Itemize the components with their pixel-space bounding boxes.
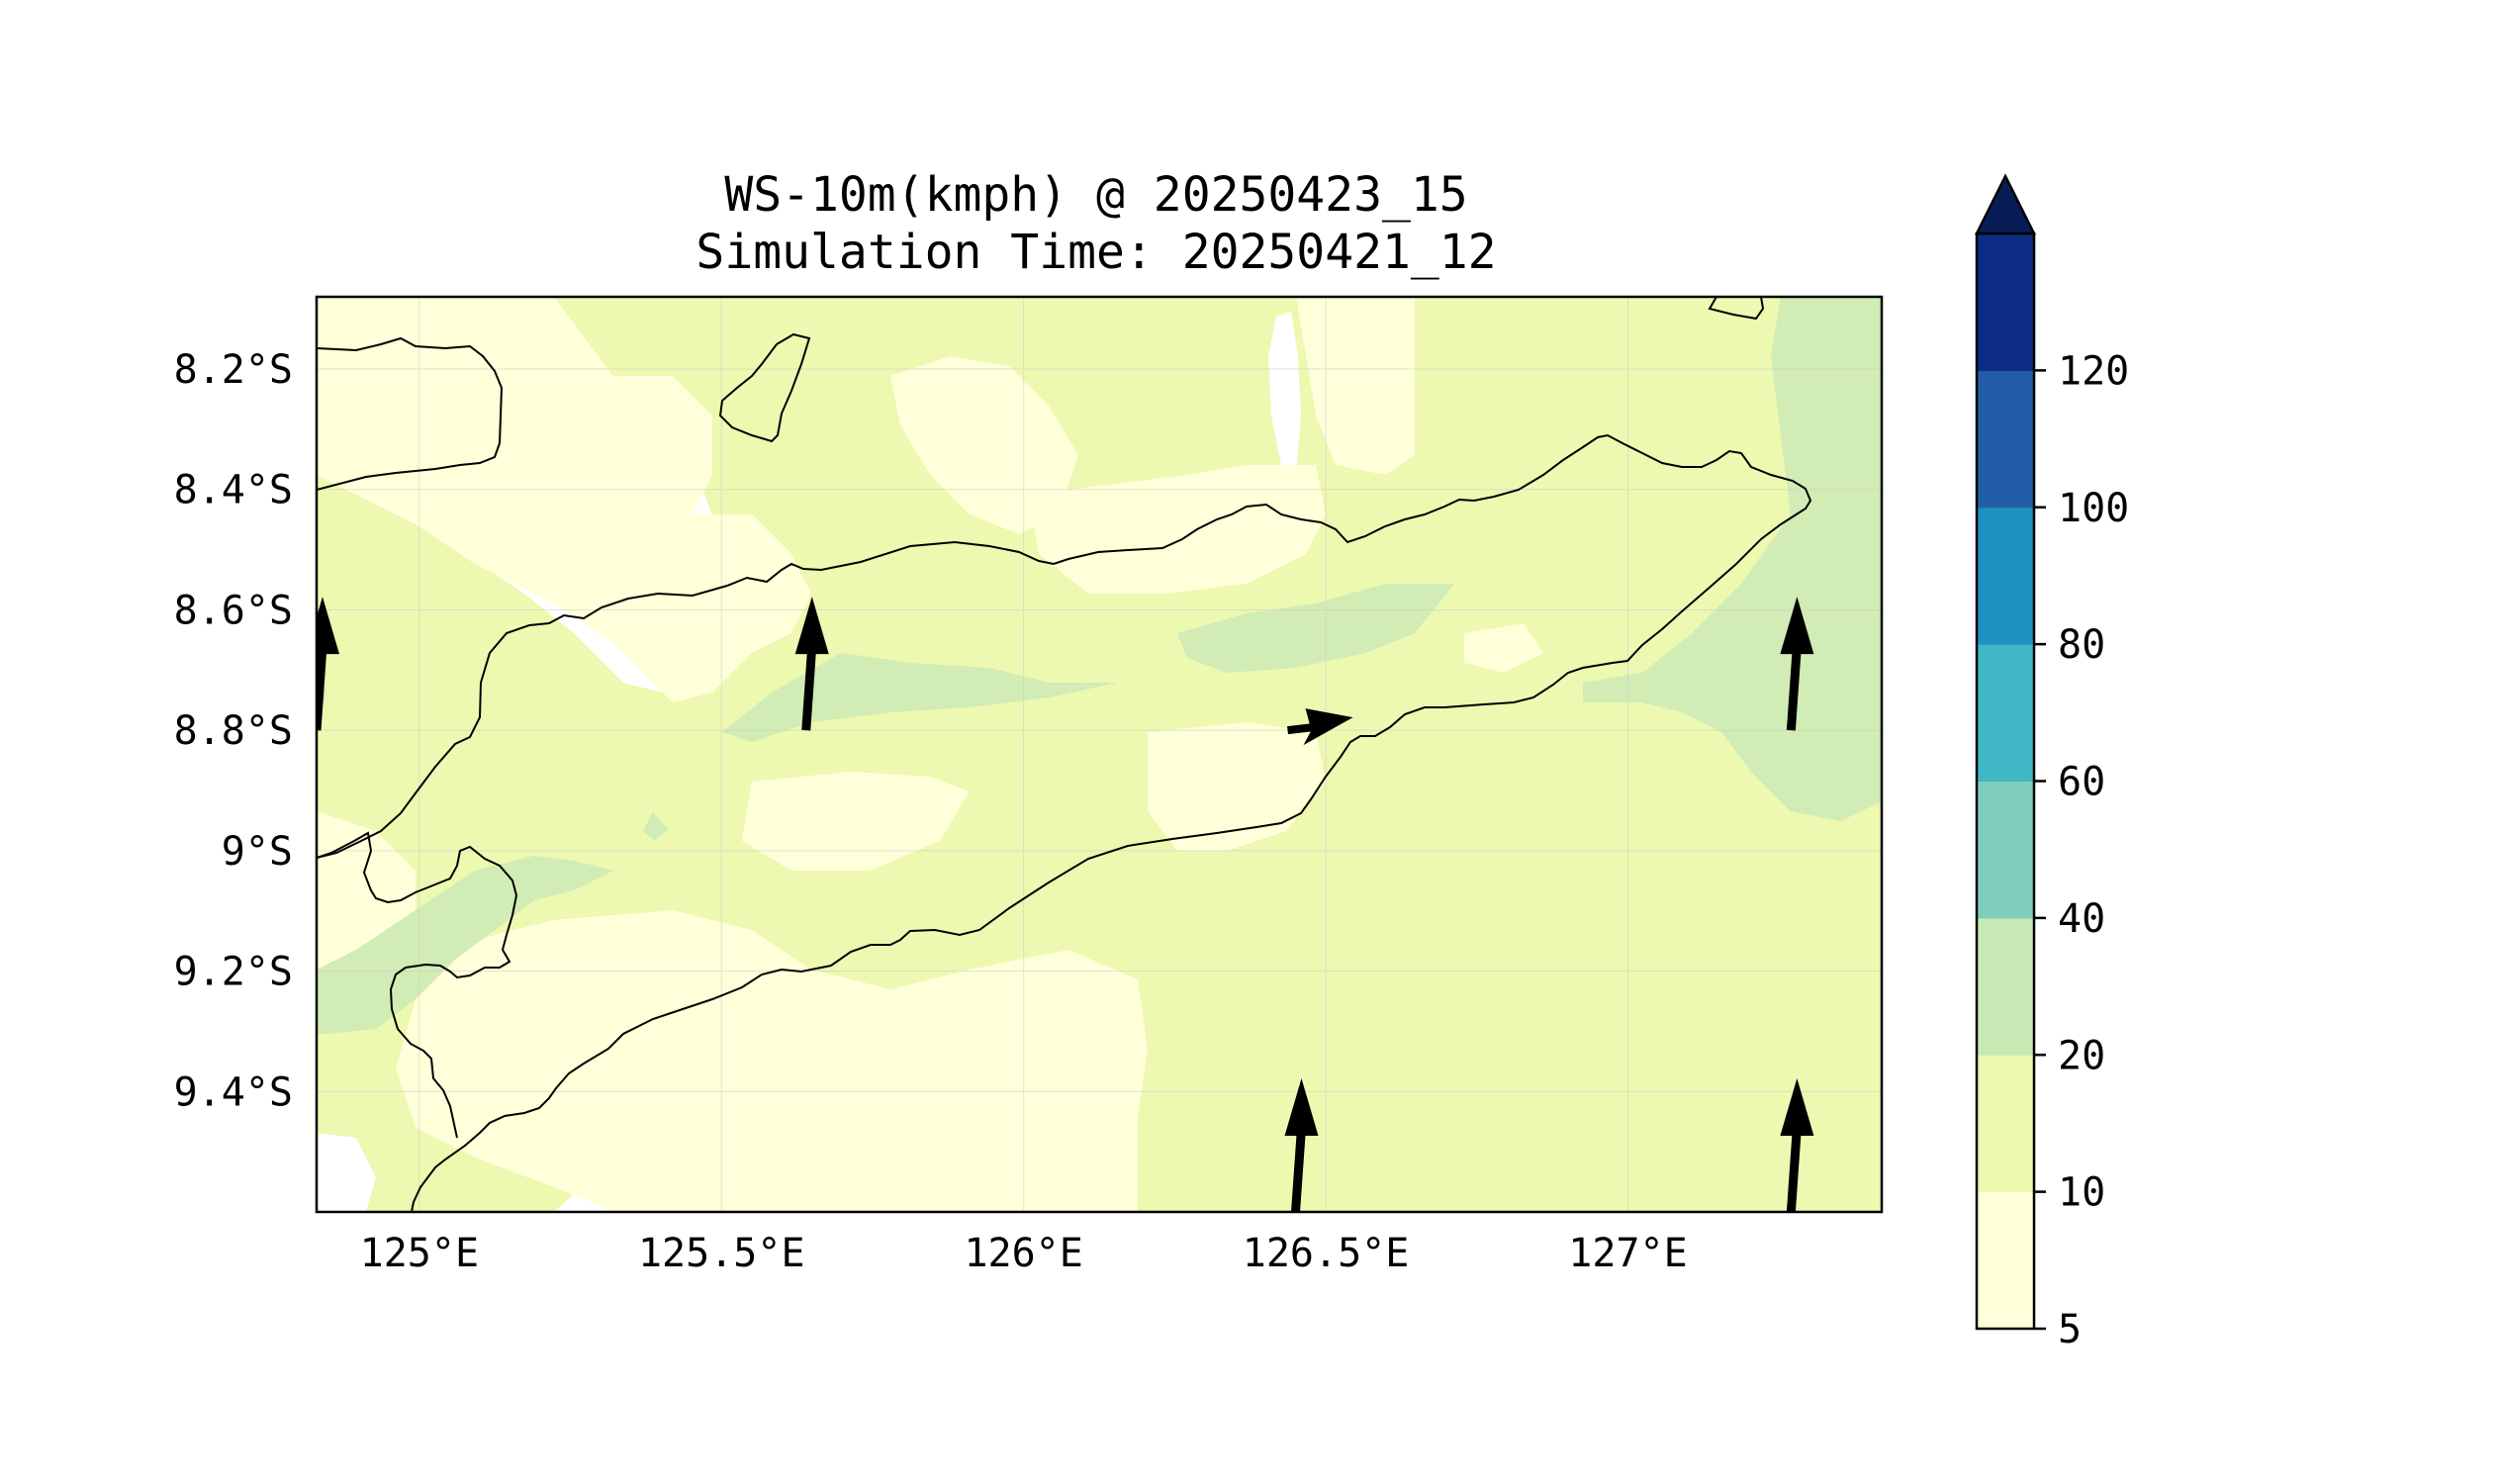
contour-20-40 [1177, 584, 1454, 673]
contour-5-10 [1464, 623, 1543, 673]
contour-20-40 [1583, 297, 1882, 821]
colorbar-tick-label: 5 [2058, 1307, 2082, 1352]
coastline-timor-west [317, 831, 518, 1139]
lat-tick-label: 9°S [222, 829, 293, 875]
wind-vector-arrow [1284, 1078, 1319, 1212]
lon-tick-label: 125.5°E [638, 1231, 805, 1276]
colorbar-tick-label: 10 [2058, 1170, 2105, 1216]
colorbar-tick-label: 40 [2058, 896, 2105, 942]
wind-vector-arrow [794, 597, 829, 731]
coastline-timor-north [317, 433, 1812, 1212]
lon-tick-label: 126.5°E [1243, 1231, 1410, 1276]
contour-20-40 [722, 653, 1118, 742]
coastline-north-island [317, 336, 504, 491]
lat-tick-label: 9.4°S [174, 1069, 293, 1115]
colorbar-extend-triangle [1974, 173, 2037, 235]
map-panel [315, 295, 1884, 1214]
colorbar-segment [1977, 781, 2034, 919]
wind-vector-arrow [1287, 708, 1353, 746]
wind-vector-arrow [1780, 597, 1814, 731]
colorbar-segment [1977, 1191, 2034, 1330]
contour-5-10 [1148, 722, 1326, 851]
map-frame [315, 295, 1884, 1214]
latitude-axis: 8.2°S 8.4°S 8.6°S 8.8°S 9°S 9.2°S 9.4°S [174, 347, 293, 1115]
wind-speed-contours [317, 297, 1882, 1212]
colorbar-segment [1977, 644, 2034, 782]
lat-tick-label: 8.8°S [174, 708, 293, 754]
lat-tick-label: 8.2°S [174, 347, 293, 393]
lon-tick-label: 127°E [1568, 1231, 1687, 1276]
colorbar-segment [1977, 370, 2034, 509]
colorbar: 5 10 20 40 60 80 100 120 [1974, 173, 2129, 1352]
coastline-islet-ne [1708, 297, 1765, 321]
colorbar-tick-label: 100 [2058, 486, 2129, 531]
colorbar-segment [1977, 1055, 2034, 1193]
colorbar-tick-label: 120 [2058, 348, 2129, 394]
map-title: WS-10m(kmph) @ 20250423_15 [724, 167, 1467, 223]
wind-vector-arrow [1780, 1078, 1814, 1212]
contour-5-10 [396, 910, 1148, 1212]
map-subtitle: Simulation Time: 20250421_12 [696, 225, 1496, 280]
colorbar-tick-label: 20 [2058, 1033, 2105, 1078]
colorbar-tick-label: 60 [2058, 760, 2105, 805]
colorbar-segment [1977, 507, 2034, 645]
contour-below-5 [317, 1133, 376, 1212]
colorbar-segment [1977, 917, 2034, 1056]
contour-20-40 [643, 811, 668, 841]
contour-below-5 [1268, 312, 1301, 475]
lon-tick-label: 126°E [964, 1231, 1082, 1276]
lat-tick-label: 9.2°S [174, 950, 293, 995]
colorbar-segment [1977, 233, 2034, 371]
coastline-islet [718, 332, 811, 443]
map-gridlines [317, 297, 1882, 1212]
lat-tick-label: 8.6°S [174, 588, 293, 633]
longitude-axis: 125°E 125.5°E 126°E 126.5°E 127°E [360, 1231, 1688, 1276]
contour-5-10 [317, 297, 811, 702]
coastlines [317, 297, 1812, 1212]
lon-tick-label: 125°E [360, 1231, 479, 1276]
lat-tick-label: 8.4°S [174, 468, 293, 513]
contour-5-10 [1029, 465, 1326, 594]
colorbar-tick-label: 80 [2058, 622, 2105, 668]
contour-5-10 [742, 772, 970, 871]
